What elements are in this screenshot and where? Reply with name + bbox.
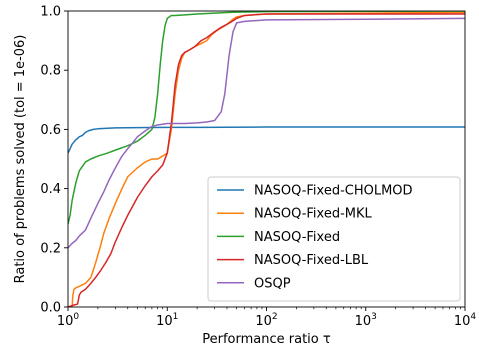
legend: NASOQ-Fixed-CHOLMOD NASOQ-Fixed-MKL NASOQ-… xyxy=(207,176,461,302)
series-line-4 xyxy=(68,17,465,249)
x-tick-label: 104 xyxy=(454,312,477,329)
x-tick-label: 100 xyxy=(57,312,80,329)
legend-label-0: NASOQ-Fixed-CHOLMOD xyxy=(254,184,413,199)
y-axis-label: Ratio of problems solved (tol = 1e-06) xyxy=(13,35,28,284)
series-line-0 xyxy=(68,126,465,154)
y-tick-label: 0.8 xyxy=(40,64,61,79)
x-axis-label: Performance ratio τ xyxy=(202,332,331,347)
series-layer xyxy=(68,11,465,307)
y-axis: 0.0 0.2 0.4 0.6 0.8 1.0 xyxy=(40,5,68,316)
x-tick-label: 103 xyxy=(355,312,377,329)
legend-label-4: OSQP xyxy=(254,276,291,291)
y-tick-label: 0.0 xyxy=(40,301,61,316)
y-tick-label: 0.2 xyxy=(40,241,61,256)
series-line-2 xyxy=(68,11,465,225)
x-tick-label: 102 xyxy=(255,312,277,329)
y-tick-label: 0.4 xyxy=(40,182,61,197)
x-axis: 100 101 102 103 104 xyxy=(57,307,477,329)
y-tick-label: 1.0 xyxy=(40,5,61,20)
legend-box xyxy=(207,176,461,302)
x-tick-label: 101 xyxy=(156,312,178,329)
series-line-3 xyxy=(68,13,465,307)
legend-label-1: NASOQ-Fixed-MKL xyxy=(254,207,373,222)
legend-label-3: NASOQ-Fixed-LBL xyxy=(254,253,369,268)
y-tick-label: 0.6 xyxy=(40,123,61,138)
legend-label-2: NASOQ-Fixed xyxy=(254,230,340,245)
